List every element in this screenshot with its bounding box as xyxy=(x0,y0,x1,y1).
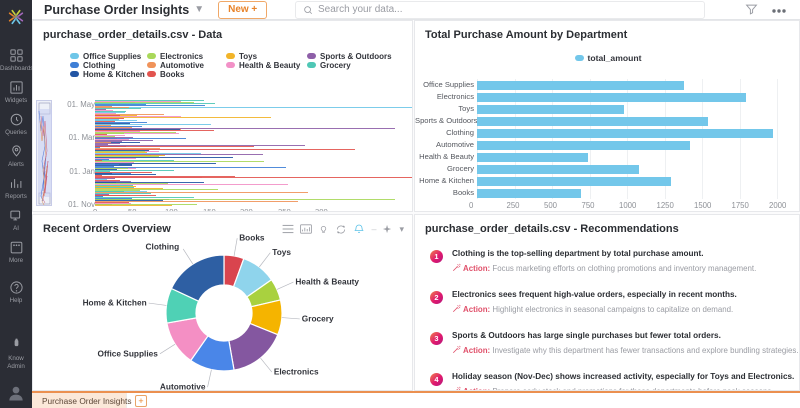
svg-text:Books: Books xyxy=(239,233,265,243)
svg-text:Electronics: Electronics xyxy=(274,367,319,377)
svg-text:Grocery: Grocery xyxy=(302,313,334,323)
svg-text:Health & Beauty: Health & Beauty xyxy=(295,277,359,287)
svg-text:Clothing: Clothing xyxy=(146,241,180,251)
svg-text:Home & Kitchen: Home & Kitchen xyxy=(83,298,147,308)
svg-text:Office Supplies: Office Supplies xyxy=(97,348,158,358)
svg-text:Toys: Toys xyxy=(272,247,291,257)
svg-text:Automotive: Automotive xyxy=(160,382,206,391)
